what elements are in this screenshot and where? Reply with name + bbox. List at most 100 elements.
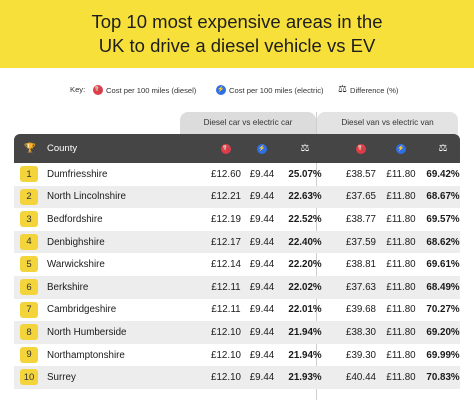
page-title-line-2: UK to drive a diesel vehicle vs EV <box>98 35 376 56</box>
van-electric-cost: £11.80 <box>386 281 416 293</box>
van-difference: 70.27% <box>426 304 460 316</box>
title-banner: Top 10 most expensive areas in the UK to… <box>0 0 474 68</box>
plug-icon: ⚡ <box>396 143 406 154</box>
plug-icon: ⚡ <box>257 143 267 154</box>
car-difference: 22.20% <box>288 259 322 271</box>
table-row: 6 Berkshire £12.11 £9.44 22.02% £37.63 £… <box>14 276 460 299</box>
car-electric-cost: £9.44 <box>249 213 275 225</box>
van-difference: 70.83% <box>426 372 460 384</box>
car-diesel-cost: £12.14 <box>211 259 241 271</box>
car-diesel-cost: £12.11 <box>211 304 241 316</box>
van-electric-cost: £11.80 <box>386 304 416 316</box>
car-difference: 21.94% <box>288 326 322 338</box>
car-difference-header: ⚖ <box>280 134 330 163</box>
car-diesel-cost: £12.17 <box>211 236 241 248</box>
county-name: Bedfordshire <box>47 213 103 225</box>
van-electric-cost: £11.80 <box>386 168 416 180</box>
rank-badge: 10 <box>20 369 38 386</box>
van-diesel-header: ⛽ <box>336 134 386 163</box>
car-difference: 22.02% <box>288 281 322 293</box>
group-header-car: Diesel car vs electric car <box>180 112 316 134</box>
table-row: 3 Bedfordshire £12.19 £9.44 22.52% £38.7… <box>14 208 460 231</box>
van-difference: 68.49% <box>426 281 460 293</box>
van-electric-cost: £11.80 <box>386 213 416 225</box>
group-header-van: Diesel van vs electric van <box>317 112 458 134</box>
table-row: 5 Warwickshire £12.14 £9.44 22.20% £38.8… <box>14 253 460 276</box>
car-diesel-cost: £12.10 <box>211 326 241 338</box>
county-name: Cambridgeshire <box>47 304 117 316</box>
van-difference: 68.62% <box>426 236 460 248</box>
car-diesel-cost: £12.21 <box>211 191 241 203</box>
car-diesel-cost: £12.11 <box>211 281 241 293</box>
rank-badge: 1 <box>20 166 38 182</box>
table-row: 10 Surrey £12.10 £9.44 21.93% £40.44 £11… <box>14 366 460 389</box>
key-item-difference: ⚖ Difference (%) <box>338 85 398 95</box>
car-electric-header: ⚡ <box>242 134 282 163</box>
county-name: Denbighshire <box>47 236 105 248</box>
key-item-label: Cost per 100 miles (electric) <box>229 85 324 95</box>
van-difference-header: ⚖ <box>418 134 468 163</box>
county-name: Berkshire <box>47 281 89 293</box>
van-electric-header: ⚡ <box>378 134 424 163</box>
car-difference: 21.93% <box>288 372 322 384</box>
van-diesel-cost: £37.63 <box>346 281 376 293</box>
van-diesel-cost: £38.30 <box>346 326 376 338</box>
car-electric-cost: £9.44 <box>249 236 275 248</box>
car-difference: 21.94% <box>288 349 322 361</box>
van-diesel-cost: £38.57 <box>346 168 376 180</box>
car-electric-cost: £9.44 <box>249 168 275 180</box>
car-electric-cost: £9.44 <box>249 281 275 293</box>
rank-badge: 4 <box>20 233 38 250</box>
car-diesel-header: ⛽ <box>200 134 252 163</box>
car-electric-cost: £9.44 <box>249 349 275 361</box>
van-difference: 69.57% <box>426 213 460 225</box>
van-difference: 69.99% <box>426 349 460 361</box>
van-diesel-cost: £39.30 <box>346 349 376 361</box>
van-diesel-cost: £38.77 <box>346 213 376 225</box>
van-difference: 69.61% <box>426 259 460 271</box>
county-name: North Humberside <box>47 326 127 338</box>
fuel-pump-icon: ⛽ <box>93 85 103 95</box>
car-difference: 22.63% <box>288 191 322 203</box>
table-row: 8 North Humberside £12.10 £9.44 21.94% £… <box>14 321 460 344</box>
rank-badge: 7 <box>20 301 38 318</box>
van-diesel-cost: £37.59 <box>346 236 376 248</box>
rank-badge: 6 <box>20 279 38 295</box>
car-difference: 22.40% <box>288 236 322 248</box>
car-electric-cost: £9.44 <box>249 372 275 384</box>
county-header: County <box>47 143 78 154</box>
car-electric-cost: £9.44 <box>249 326 275 338</box>
van-difference: 69.42% <box>426 168 460 180</box>
scales-icon: ⚖ <box>338 84 347 95</box>
key-item-electric: ⚡ Cost per 100 miles (electric) <box>216 85 324 95</box>
page-title-line-1: Top 10 most expensive areas in the <box>91 11 383 32</box>
plug-icon: ⚡ <box>216 85 226 95</box>
car-difference: 22.52% <box>288 213 322 225</box>
van-diesel-cost: £37.65 <box>346 191 376 203</box>
scales-icon: ⚖ <box>300 142 310 154</box>
county-name: North Lincolnshire <box>47 191 126 203</box>
county-name: Dumfriesshire <box>47 168 108 180</box>
key-item-label: Difference (%) <box>349 85 399 95</box>
car-electric-cost: £9.44 <box>249 259 275 271</box>
van-diesel-cost: £39.68 <box>346 304 376 316</box>
key-label: Key: <box>70 85 86 94</box>
car-diesel-cost: £12.60 <box>211 168 241 180</box>
van-electric-cost: £11.80 <box>386 326 416 338</box>
rank-badge: 8 <box>20 324 38 341</box>
rank-badge: 3 <box>20 211 38 228</box>
table-row: 9 Northamptonshire £12.10 £9.44 21.94% £… <box>14 344 460 367</box>
rank-badge: 2 <box>20 188 38 205</box>
rank-badge: 5 <box>20 256 38 273</box>
van-electric-cost: £11.80 <box>386 191 416 203</box>
county-name: Northamptonshire <box>47 349 125 361</box>
table-row: 1 Dumfriesshire £12.60 £9.44 25.07% £38.… <box>14 163 460 186</box>
key-item-label: Cost per 100 miles (diesel) <box>106 85 197 95</box>
car-electric-cost: £9.44 <box>249 304 275 316</box>
county-name: Surrey <box>47 372 76 384</box>
scales-icon: ⚖ <box>438 142 448 154</box>
van-electric-cost: £11.80 <box>386 236 416 248</box>
van-electric-cost: £11.80 <box>386 349 416 361</box>
car-diesel-cost: £12.10 <box>211 372 241 384</box>
table-row: 4 Denbighshire £12.17 £9.44 22.40% £37.5… <box>14 230 460 254</box>
